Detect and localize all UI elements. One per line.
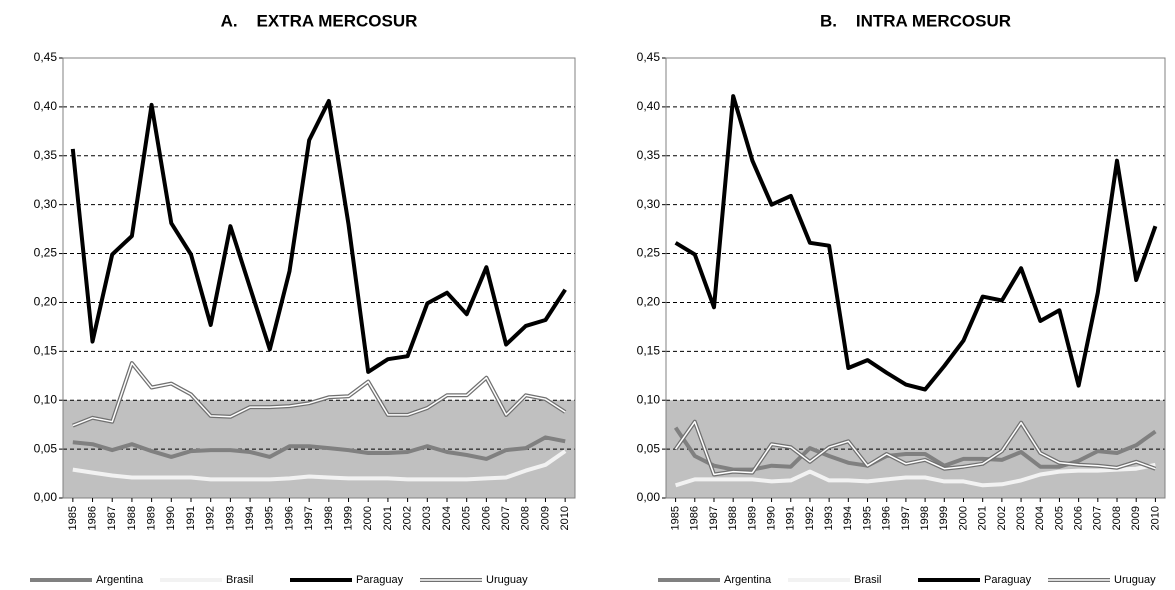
x-tick-label: 1992 <box>804 506 816 530</box>
plot-border <box>62 57 576 499</box>
y-tick-label: 0,10 <box>34 392 58 406</box>
y-tick-label: 0,40 <box>637 99 661 113</box>
series-line-inner <box>674 420 1156 476</box>
legend-label: Uruguay <box>486 574 528 586</box>
series-line <box>72 449 567 482</box>
x-tick-label: 1990 <box>765 506 777 530</box>
x-tick-label: 1998 <box>919 506 931 530</box>
x-tick-label: 2009 <box>1130 506 1142 530</box>
x-tick-label: 1992 <box>205 506 217 530</box>
x-tick-label: 1988 <box>727 506 739 530</box>
x-tick-label: 1993 <box>823 506 835 530</box>
chart-title: A. EXTRA MERCOSUR <box>221 11 418 30</box>
legend-label: Brasil <box>226 574 254 586</box>
series-line <box>70 99 567 374</box>
x-tick-label: 1986 <box>86 506 98 530</box>
x-tick-label: 2000 <box>362 506 374 530</box>
x-tick-label: 1993 <box>224 506 236 530</box>
x-tick-label: 2001 <box>382 506 394 530</box>
x-tick-label: 1989 <box>146 506 158 530</box>
series-line <box>72 435 566 461</box>
y-tick-label: 0,15 <box>637 344 661 358</box>
x-tick-label: 1995 <box>861 506 873 530</box>
y-tick-label: 0,25 <box>34 246 58 260</box>
y-tick-label: 0,05 <box>34 441 58 455</box>
legend-label: Paraguay <box>356 574 404 586</box>
x-tick-label: 2007 <box>1092 506 1104 530</box>
legend-label: Uruguay <box>1114 574 1156 586</box>
chart-title: B. INTRA MERCOSUR <box>820 11 1011 30</box>
y-tick-label: 0,35 <box>637 148 661 162</box>
x-tick-label: 2002 <box>996 506 1008 530</box>
x-tick-label: 2003 <box>1015 506 1027 530</box>
x-tick-label: 2005 <box>461 506 473 530</box>
x-tick-label: 2010 <box>559 506 571 530</box>
x-tick-label: 2010 <box>1149 506 1161 530</box>
y-tick-label: 0,05 <box>637 441 661 455</box>
x-tick-label: 1998 <box>323 506 335 530</box>
x-tick-label: 1999 <box>938 506 950 530</box>
y-tick-label: 0,30 <box>637 197 661 211</box>
y-tick-label: 0,15 <box>34 344 58 358</box>
y-tick-label: 0,20 <box>637 295 661 309</box>
legend-label: Brasil <box>854 574 882 586</box>
y-tick-label: 0,20 <box>34 295 58 309</box>
legend-label: Argentina <box>724 574 772 586</box>
y-tick-label: 0,35 <box>34 148 58 162</box>
y-tick-label: 0,30 <box>34 197 58 211</box>
x-tick-label: 2005 <box>1053 506 1065 530</box>
shaded-band <box>666 400 1165 498</box>
x-tick-label: 2003 <box>421 506 433 530</box>
y-tick-label: 0,40 <box>34 99 58 113</box>
x-tick-label: 1997 <box>900 506 912 530</box>
x-tick-label: 2006 <box>480 506 492 530</box>
x-tick-label: 1994 <box>842 506 854 530</box>
x-tick-label: 2008 <box>1111 506 1123 530</box>
x-tick-label: 1987 <box>106 506 118 530</box>
plot-border <box>665 57 1166 499</box>
legend-label: Argentina <box>96 574 144 586</box>
x-tick-label: 1987 <box>708 506 720 530</box>
x-tick-label: 2002 <box>402 506 414 530</box>
x-tick-label: 1989 <box>746 506 758 530</box>
x-tick-label: 2009 <box>539 506 551 530</box>
y-tick-label: 0,00 <box>34 490 58 504</box>
y-tick-label: 0,10 <box>637 392 661 406</box>
x-tick-label: 1991 <box>785 506 797 530</box>
x-tick-label: 1986 <box>689 506 701 530</box>
x-tick-label: 2007 <box>500 506 512 530</box>
x-tick-label: 2004 <box>1034 506 1046 530</box>
y-tick-label: 0,45 <box>637 50 661 64</box>
x-tick-label: 1994 <box>244 506 256 530</box>
x-tick-label: 1990 <box>165 506 177 530</box>
x-tick-label: 2006 <box>1073 506 1085 530</box>
x-tick-label: 1985 <box>67 506 79 530</box>
x-tick-label: 1995 <box>264 506 276 530</box>
x-tick-label: 2001 <box>977 506 989 530</box>
x-tick-label: 1988 <box>126 506 138 530</box>
x-tick-label: 1996 <box>881 506 893 530</box>
legend-label: Paraguay <box>984 574 1032 586</box>
x-tick-label: 2000 <box>957 506 969 530</box>
x-tick-label: 2004 <box>441 506 453 530</box>
x-tick-label: 1991 <box>185 506 197 530</box>
series-line <box>675 462 1156 488</box>
x-tick-label: 1996 <box>283 506 295 530</box>
y-tick-label: 0,45 <box>34 50 58 64</box>
series-line <box>674 94 1158 392</box>
x-tick-label: 1997 <box>303 506 315 530</box>
x-tick-label: 1985 <box>670 506 682 530</box>
y-tick-label: 0,25 <box>637 246 661 260</box>
x-tick-label: 1999 <box>342 506 354 530</box>
x-tick-label: 2008 <box>520 506 532 530</box>
series-line-inner <box>72 362 566 427</box>
y-tick-label: 0,00 <box>637 490 661 504</box>
